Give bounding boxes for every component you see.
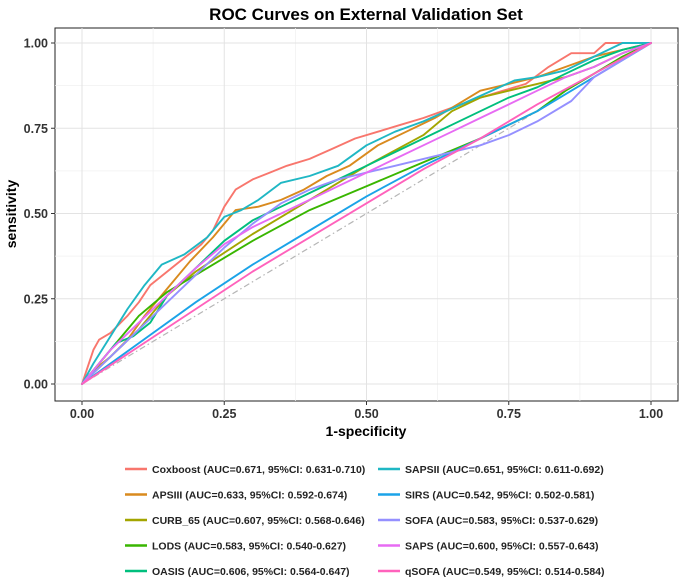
legend-label: CURB_65 (AUC=0.607, 95%CI: 0.568-0.646) — [152, 515, 365, 527]
legend-item: SIRS (AUC=0.542, 95%CI: 0.502-0.581) — [378, 490, 594, 502]
x-tick-label: 0.25 — [212, 407, 236, 421]
legend-label: APSIII (AUC=0.633, 95%CI: 0.592-0.674) — [152, 490, 347, 502]
legend-label: OASIS (AUC=0.606, 95%CI: 0.564-0.647) — [152, 566, 350, 578]
y-tick-label: 1.00 — [24, 37, 48, 51]
roc-line-1 — [81, 42, 652, 385]
legend-item: OASIS (AUC=0.606, 95%CI: 0.564-0.647) — [125, 566, 350, 578]
x-axis-title: 1-specificity — [326, 423, 407, 439]
diagonal-reference-line — [81, 42, 652, 385]
x-tick-label: 0.50 — [354, 407, 378, 421]
legend-label: SIRS (AUC=0.542, 95%CI: 0.502-0.581) — [405, 490, 594, 502]
roc-line-9 — [81, 42, 652, 385]
grid — [54, 27, 679, 402]
roc-line-10 — [81, 42, 652, 385]
y-tick-label: 0.50 — [24, 207, 48, 221]
legend-item: SOFA (AUC=0.583, 95%CI: 0.537-0.629) — [378, 515, 598, 527]
roc-line-8 — [81, 42, 652, 385]
legend-item: CURB_65 (AUC=0.607, 95%CI: 0.568-0.646) — [125, 515, 365, 527]
legend-item: qSOFA (AUC=0.549, 95%CI: 0.514-0.584) — [378, 566, 605, 578]
roc-line-7 — [81, 42, 652, 385]
x-tick-label: 1.00 — [639, 407, 663, 421]
legend-item: SAPS (AUC=0.600, 95%CI: 0.557-0.643) — [378, 541, 598, 553]
legend-label: SAPSII (AUC=0.651, 95%CI: 0.611-0.692) — [405, 464, 604, 476]
legend: Coxboost (AUC=0.671, 95%CI: 0.631-0.710)… — [125, 464, 605, 578]
roc-line-6 — [81, 42, 652, 385]
legend-label: qSOFA (AUC=0.549, 95%CI: 0.514-0.584) — [405, 566, 605, 578]
y-tick-label: 0.25 — [24, 292, 48, 306]
legend-label: Coxboost (AUC=0.671, 95%CI: 0.631-0.710) — [152, 464, 365, 476]
legend-label: SOFA (AUC=0.583, 95%CI: 0.537-0.629) — [405, 515, 598, 527]
legend-item: LODS (AUC=0.583, 95%CI: 0.540-0.627) — [125, 541, 346, 553]
axis-ticks: 0.00 0.25 0.50 0.75 1.00 0.00 0.25 0.50 0.75 1.00 — [24, 37, 664, 422]
x-tick-label: 0.00 — [70, 407, 94, 421]
legend-label: LODS (AUC=0.583, 95%CI: 0.540-0.627) — [152, 541, 346, 553]
y-tick-label: 0.00 — [24, 378, 48, 392]
chart-title: ROC Curves on External Validation Set — [209, 5, 523, 24]
legend-item: SAPSII (AUC=0.651, 95%CI: 0.611-0.692) — [378, 464, 604, 476]
y-axis-title: sensitivity — [3, 180, 19, 249]
legend-item: APSIII (AUC=0.633, 95%CI: 0.592-0.674) — [125, 490, 347, 502]
y-tick-label: 0.75 — [24, 122, 48, 136]
x-tick-label: 0.75 — [497, 407, 521, 421]
reference-line — [81, 42, 652, 385]
series-lines — [81, 42, 652, 385]
legend-label: SAPS (AUC=0.600, 95%CI: 0.557-0.643) — [405, 541, 598, 553]
legend-item: Coxboost (AUC=0.671, 95%CI: 0.631-0.710) — [125, 464, 365, 476]
